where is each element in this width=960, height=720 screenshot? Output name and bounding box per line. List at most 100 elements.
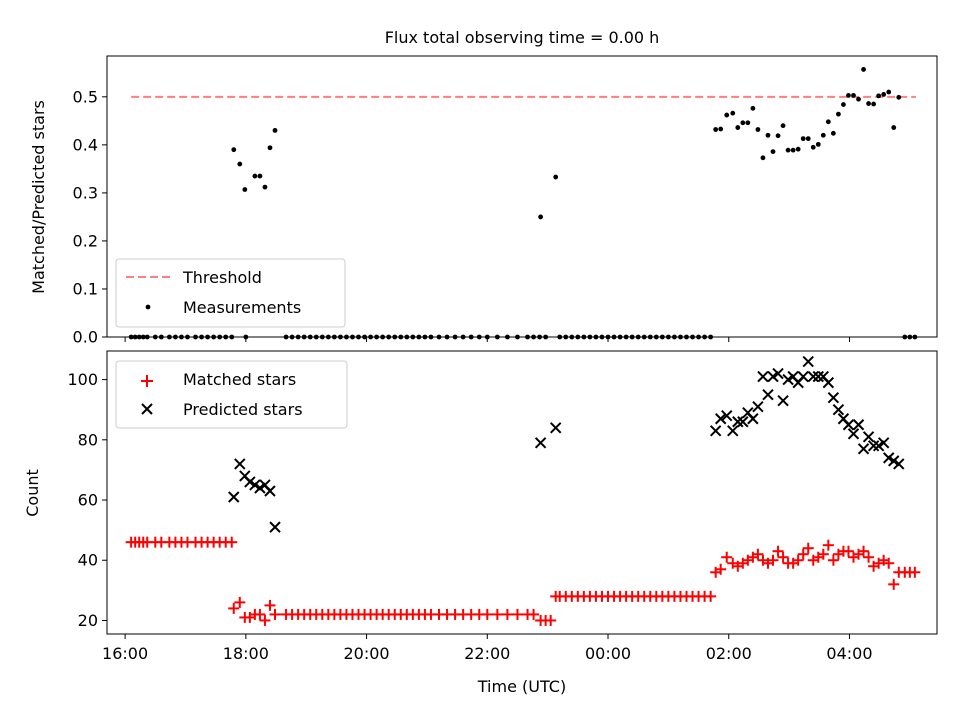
predicted-stars-point <box>747 413 759 425</box>
matched-stars-point <box>528 608 540 620</box>
bottom-x-axis: 16:00 18:00 20:00 22:00 00:00 02:00 04:00 <box>102 634 873 663</box>
predicted-stars-point <box>862 431 875 443</box>
matched-stars-point <box>259 614 271 626</box>
matched-stars-point <box>817 548 829 560</box>
y-tick-label: 0.3 <box>73 183 98 202</box>
predicted-stars-point <box>772 367 784 380</box>
matched-stars-point <box>715 563 727 575</box>
predicted-stars-point <box>549 422 562 434</box>
matched-stars-point <box>822 539 834 551</box>
predicted-stars-point <box>827 391 840 404</box>
measurement-point <box>745 120 751 126</box>
legend-predicted-label: Predicted stars <box>183 400 303 419</box>
measurement-point <box>805 136 811 142</box>
predicted-stars-point <box>752 400 764 413</box>
measurement-point <box>881 92 887 97</box>
measurement-point <box>252 173 258 179</box>
predicted-stars-point <box>709 425 722 437</box>
measurement-point <box>876 93 882 99</box>
legend-measurements-swatch <box>145 304 151 310</box>
predicted-stars-point <box>802 355 814 368</box>
predicted-stars-point <box>721 410 733 422</box>
matched-stars-point <box>545 614 557 626</box>
measurement-point <box>740 120 746 126</box>
predicted-stars-point <box>857 443 870 455</box>
bottom-panel: 20 40 60 80 100 16:00 18:00 20:00 22:00 00:00 02:… <box>23 350 938 696</box>
matched-stars-point <box>909 566 921 578</box>
measurement-point <box>538 214 544 220</box>
measurement-point <box>713 127 719 132</box>
measurement-point <box>262 184 268 190</box>
x-tick-label: 22:00 <box>464 644 510 663</box>
measurement-point <box>770 149 776 154</box>
legend-predicted-swatch <box>141 403 153 415</box>
measurement-point <box>785 147 791 153</box>
measurement-point <box>750 105 756 111</box>
predicted-stars-point <box>234 458 246 470</box>
predicted-stars-point <box>777 394 789 407</box>
measurement-point <box>267 145 273 151</box>
predicted-stars-point <box>867 440 880 452</box>
top-legend-box <box>115 258 346 328</box>
predicted-stars-point <box>797 370 809 383</box>
measurement-point <box>830 130 836 136</box>
measurement-point <box>790 147 796 153</box>
x-tick-label: 20:00 <box>344 644 390 663</box>
measurement-point <box>257 173 263 179</box>
measurement-point <box>896 94 902 100</box>
measurement-point <box>237 161 243 167</box>
y-tick-label: 40 <box>78 551 98 570</box>
matched-stars-point <box>863 551 875 563</box>
matched-stars-point <box>481 608 493 620</box>
measurement-point <box>795 146 801 152</box>
matched-stars-point <box>827 554 839 566</box>
top-y-axis-label: Matched/Predicted stars <box>29 100 48 294</box>
measurement-point <box>272 128 278 133</box>
predicted-stars-point <box>822 376 835 389</box>
measurement-point <box>800 136 806 142</box>
matched-stars-point <box>491 608 503 620</box>
measurement-point <box>760 155 766 161</box>
matched-stars-point <box>228 602 240 614</box>
measurement-point <box>846 92 851 98</box>
measurement-point <box>765 132 771 138</box>
matched-stars-point <box>888 578 900 590</box>
measurement-point <box>866 101 871 106</box>
y-tick-label: 20 <box>78 611 98 630</box>
bottom-legend: Matched stars Predicted stars <box>115 360 348 429</box>
matched-stars-point <box>721 551 733 563</box>
predicted-stars-point <box>732 416 744 428</box>
matched-stars-point <box>842 545 854 557</box>
bottom-panel-frame <box>106 350 938 635</box>
bottom-y-axis-label: Count <box>23 469 42 517</box>
top-y-axis: 0.0 0.1 0.2 0.3 0.4 0.5 <box>73 87 107 347</box>
top-legend: Threshold Measurements <box>115 258 346 328</box>
predicted-stars-point <box>842 419 855 431</box>
matched-stars-point <box>883 557 895 569</box>
matched-stars-point <box>269 608 281 620</box>
predicted-stars-point <box>714 413 727 425</box>
measurement-point <box>810 144 816 150</box>
y-tick-label: 80 <box>78 430 98 449</box>
bottom-legend-box <box>115 360 348 429</box>
matched-stars-point <box>767 554 779 566</box>
predicted-stars-point <box>852 419 865 431</box>
legend-matched-swatch <box>141 375 153 387</box>
measurement-point <box>841 102 846 107</box>
matched-stars-point <box>792 554 804 566</box>
measurement-point <box>851 92 856 98</box>
measurement-point <box>891 125 897 130</box>
y-tick-label: 0.1 <box>73 279 98 298</box>
matched-stars-point <box>254 608 266 620</box>
chart-title: Flux total observing time = 0.00 h <box>385 28 660 47</box>
matched-stars-point <box>705 590 717 602</box>
predicted-stars-point <box>264 485 276 497</box>
measurement-point <box>730 110 736 116</box>
bottom-y-axis: 20 40 60 80 100 <box>67 370 107 630</box>
matched-stars-point <box>752 548 764 560</box>
measurement-point <box>735 125 741 130</box>
predicted-stars-point <box>737 416 749 428</box>
predicted-stars-point <box>893 458 905 470</box>
measurement-point <box>815 141 821 147</box>
